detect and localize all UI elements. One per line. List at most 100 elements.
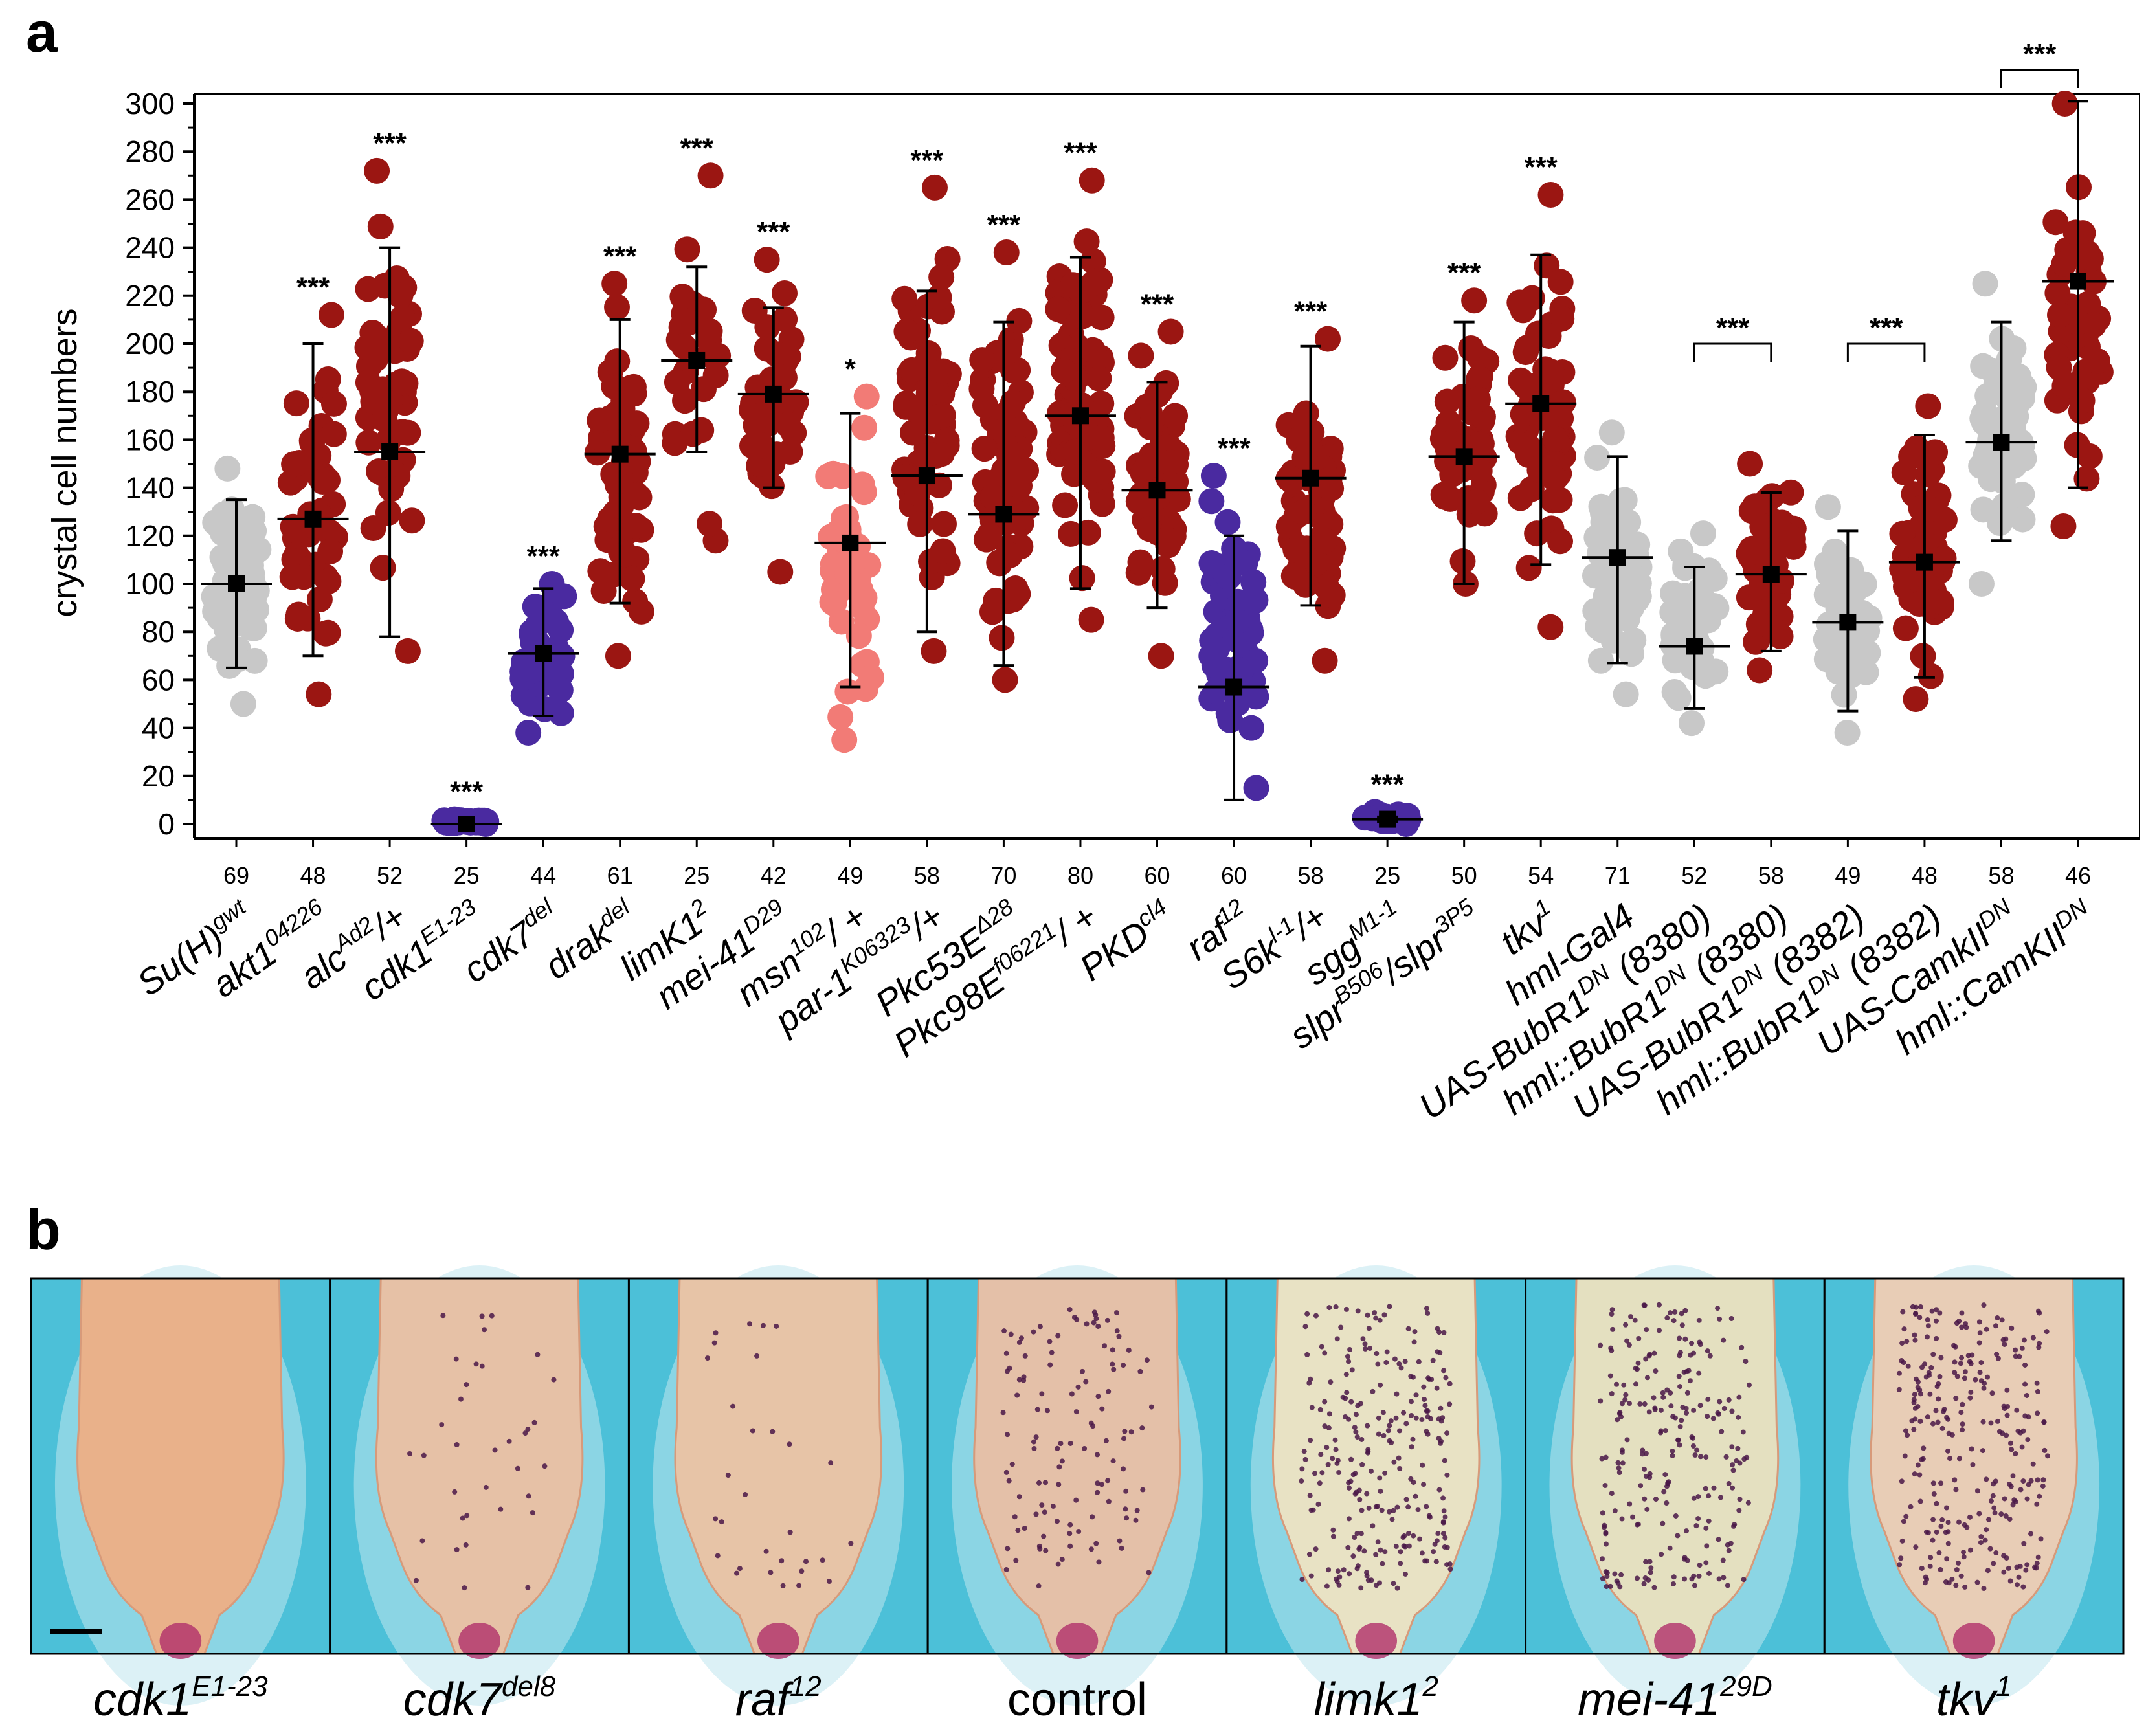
data-point <box>622 588 649 614</box>
data-point <box>618 374 644 401</box>
data-point <box>1611 518 1637 545</box>
data-point <box>215 610 241 636</box>
group-3: *** <box>430 776 502 837</box>
significance-label: * <box>845 353 856 385</box>
significance-label: *** <box>603 240 637 272</box>
data-point <box>1088 304 1115 331</box>
data-point <box>1128 342 1154 369</box>
group-23 <box>1965 271 2037 597</box>
data-point <box>241 540 267 566</box>
mean-marker <box>918 467 935 485</box>
data-point <box>370 555 396 581</box>
sample-size-label: 54 <box>1528 862 1554 889</box>
data-point <box>1437 485 1464 512</box>
data-point <box>1149 555 1176 582</box>
data-point <box>315 568 342 594</box>
data-point <box>1838 557 1864 583</box>
group-22 <box>1888 393 1960 713</box>
data-point <box>688 417 715 443</box>
sample-size-label: 61 <box>607 862 633 889</box>
data-point <box>1906 591 1933 618</box>
y-tick-label: 20 <box>142 759 175 793</box>
data-point <box>355 429 382 456</box>
data-point <box>1507 485 1534 511</box>
group-16: *** <box>1428 257 1500 597</box>
data-point <box>309 469 336 495</box>
data-point <box>669 284 696 310</box>
sample-size-label: 50 <box>1451 862 1477 889</box>
data-point <box>590 577 617 604</box>
larva-image-4 <box>1225 1265 1527 1706</box>
significance-label: *** <box>1447 257 1481 289</box>
data-point <box>968 375 995 402</box>
data-point <box>1598 419 1625 446</box>
data-point <box>1458 335 1484 362</box>
data-point <box>1889 520 1916 547</box>
data-point <box>388 368 415 395</box>
group-1: *** <box>277 271 349 707</box>
data-point <box>772 306 798 333</box>
data-point <box>1582 597 1609 624</box>
data-point <box>1536 322 1562 349</box>
y-tick-label: 100 <box>125 567 175 601</box>
data-point <box>1524 520 1550 547</box>
data-point <box>1312 647 1338 674</box>
data-point <box>306 681 332 707</box>
data-point <box>378 476 405 502</box>
mean-marker <box>1532 395 1550 412</box>
data-point <box>1547 487 1573 513</box>
data-point <box>320 421 347 447</box>
image-caption: cdk7del8 <box>403 1671 556 1726</box>
data-point <box>849 471 875 498</box>
data-point <box>1587 647 1614 674</box>
sample-size-label: 71 <box>1605 862 1631 889</box>
image-caption: mei-4129D <box>1578 1671 1772 1726</box>
data-point <box>1045 296 1071 322</box>
data-point <box>1125 488 1152 515</box>
data-point <box>1749 514 1776 540</box>
data-point <box>1974 383 2001 409</box>
data-point <box>1013 457 1040 484</box>
data-point <box>1665 685 1692 711</box>
data-point <box>1217 707 1244 733</box>
data-point <box>364 157 390 184</box>
image-caption: limk12 <box>1313 1671 1438 1726</box>
mean-marker <box>765 385 782 403</box>
data-point <box>1282 537 1309 563</box>
y-tick-label: 200 <box>125 327 175 361</box>
mean-marker <box>458 816 475 832</box>
group-0 <box>201 455 272 717</box>
sample-size-label: 25 <box>454 862 480 889</box>
data-point <box>547 677 574 704</box>
mean-marker <box>1686 638 1703 655</box>
data-point <box>1432 344 1459 371</box>
comparison-bracket: *** <box>2000 38 2079 89</box>
y-tick-label: 140 <box>125 471 175 505</box>
data-point <box>1903 686 1929 713</box>
data-point <box>389 304 416 331</box>
data-point <box>674 236 700 263</box>
bracket-label: *** <box>1716 312 1750 344</box>
data-point <box>1968 453 1995 480</box>
data-point <box>1242 587 1269 614</box>
data-point <box>1157 318 1184 345</box>
data-point <box>2051 91 2078 117</box>
data-point <box>775 412 801 438</box>
data-point <box>1157 449 1183 476</box>
data-point <box>662 430 688 456</box>
data-point <box>1737 451 1763 477</box>
data-point <box>1600 627 1627 654</box>
image-caption: tkv1 <box>1936 1671 2012 1726</box>
image-caption: cdk1E1-23 <box>93 1671 268 1726</box>
data-point <box>1137 414 1163 440</box>
data-point <box>1154 526 1180 553</box>
data-point <box>1972 271 1998 297</box>
data-point <box>1989 467 2016 494</box>
mean-marker <box>1762 566 1780 583</box>
data-point <box>1613 681 1639 707</box>
significance-label: *** <box>526 540 560 572</box>
significance-label: *** <box>1294 296 1328 328</box>
data-point <box>754 247 780 273</box>
mean-marker <box>1148 482 1166 499</box>
sample-size-label: 58 <box>1988 862 2014 889</box>
